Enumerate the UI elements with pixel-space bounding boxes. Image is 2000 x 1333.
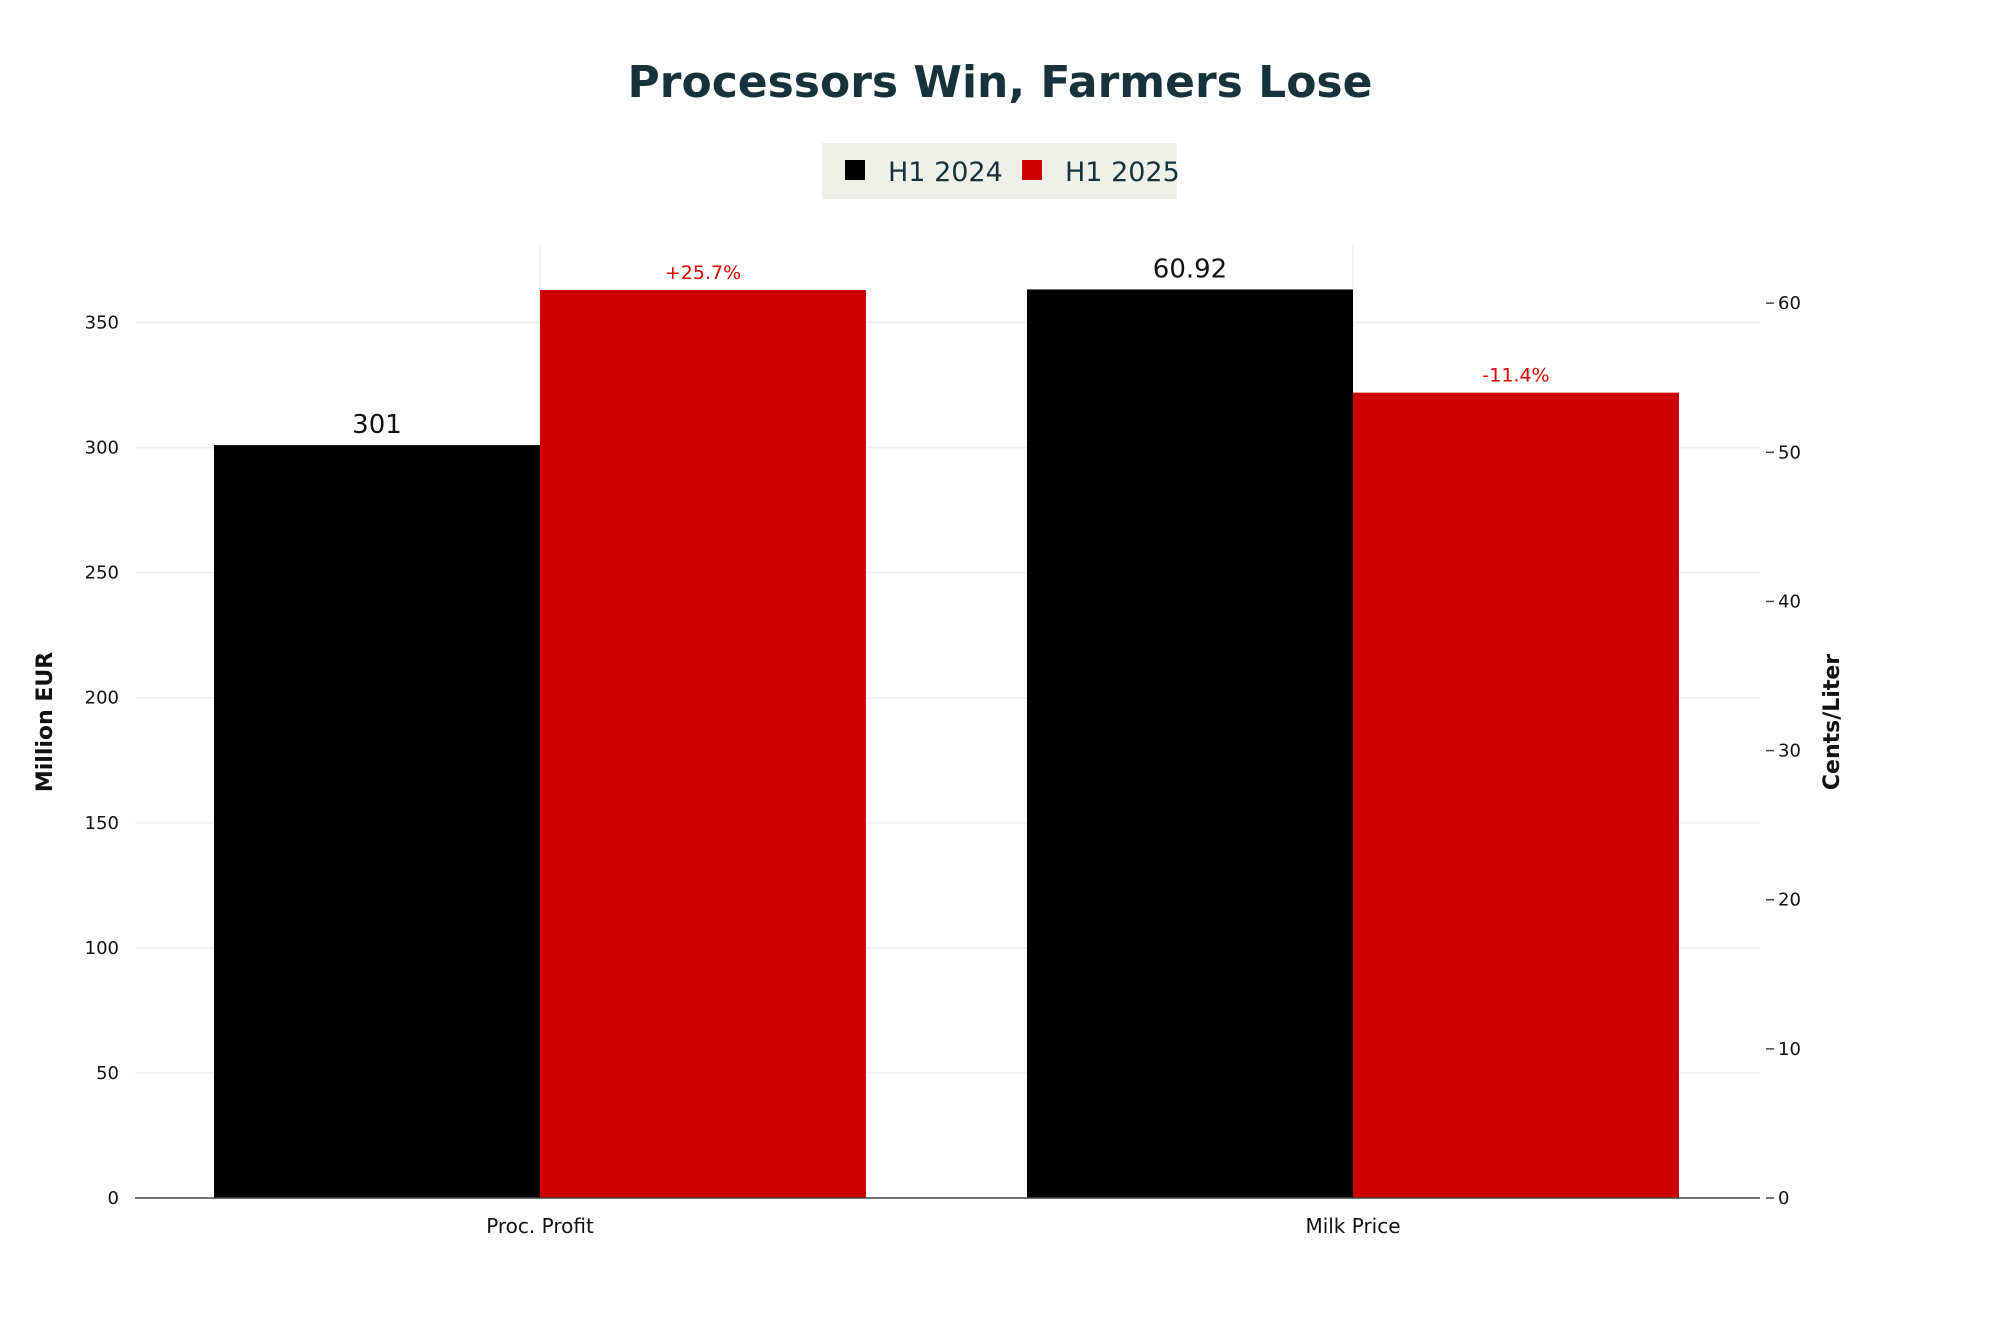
left-tick-label: 50 (96, 1063, 119, 1084)
left-axis-title: Million EUR (33, 652, 58, 792)
right-axis-ticks: 0 10 20 30 40 50 60 (1766, 293, 1801, 1209)
percent-change-label: +25.7% (665, 262, 741, 284)
right-tick-label: 40 (1778, 591, 1801, 612)
value-label: 301 (352, 410, 402, 440)
left-tick-label: 350 (85, 313, 119, 334)
left-tick-label: 300 (85, 438, 119, 459)
legend-swatch-h1-2024 (845, 160, 865, 180)
right-tick-label: 10 (1778, 1039, 1801, 1060)
bar-proc-profit-h1-2025 (540, 290, 866, 1198)
right-axis-title: Cents/Liter (1820, 654, 1845, 790)
left-tick-label: 150 (85, 813, 119, 834)
left-tick-label: 200 (85, 688, 119, 709)
legend-label-h1-2025: H1 2025 (1065, 157, 1180, 188)
legend-background (822, 143, 1177, 199)
value-label: 60.92 (1153, 254, 1227, 284)
category-labels: Proc. Profit Milk Price (486, 1214, 1400, 1238)
legend-label-h1-2024: H1 2024 (888, 157, 1003, 188)
right-tick-label: 50 (1778, 442, 1801, 463)
bar-milk-price-h1-2024 (1027, 289, 1353, 1199)
legend-swatch-h1-2025 (1022, 160, 1042, 180)
category-label: Proc. Profit (486, 1214, 594, 1238)
right-tick-label: 0 (1778, 1188, 1789, 1209)
data-labels: 301 +25.7% 60.92 -11.4% (352, 254, 1549, 440)
bar-proc-profit-h1-2024 (214, 445, 540, 1198)
right-tick-label: 20 (1778, 890, 1801, 911)
left-tick-label: 250 (85, 563, 119, 584)
left-axis-ticks: 0 50 100 150 200 250 300 350 (85, 313, 119, 1209)
left-tick-label: 100 (85, 938, 119, 959)
right-tick-label: 30 (1778, 741, 1801, 762)
bars (214, 289, 1679, 1199)
category-label: Milk Price (1305, 1214, 1400, 1238)
right-tick-label: 60 (1778, 293, 1801, 314)
left-tick-label: 0 (108, 1188, 119, 1209)
bar-milk-price-h1-2025 (1353, 392, 1679, 1198)
legend: H1 2024 H1 2025 (822, 143, 1180, 199)
percent-change-label: -11.4% (1482, 365, 1549, 387)
chart-title: Processors Win, Farmers Lose (628, 57, 1373, 108)
